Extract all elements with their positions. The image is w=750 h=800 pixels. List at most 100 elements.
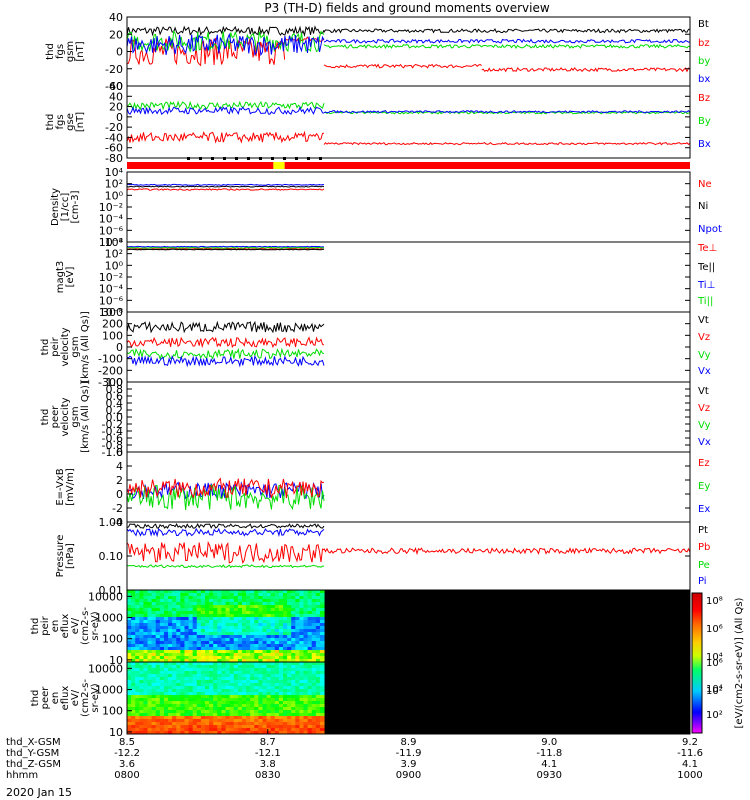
spectrogram-cell (168, 671, 173, 675)
y-tick-label: 0 (116, 341, 123, 354)
spectrogram-cell (147, 683, 153, 687)
spectrogram-cell (172, 635, 177, 639)
spectrogram-cell (139, 707, 144, 711)
spectrogram-cell (176, 638, 181, 642)
spectrogram-cell (184, 677, 190, 681)
spectrogram-cell (299, 632, 305, 636)
spectrogram-cell (270, 716, 276, 720)
spectrogram-cell (221, 662, 227, 666)
spectrogram-cell (221, 716, 227, 720)
spectrogram-cell (287, 692, 292, 696)
spectrogram-cell (278, 608, 284, 612)
spectrogram-cell (270, 632, 276, 636)
spectrogram-cell (143, 653, 149, 657)
spectrogram-cell (155, 695, 161, 699)
time-axis-row-label: hhmm (6, 770, 38, 781)
y-axis-label-line: thd (30, 690, 41, 707)
spectrogram-cell (287, 638, 292, 642)
spectrogram-cell (278, 599, 284, 603)
spectrogram-cell (209, 680, 214, 684)
spectrogram-cell (176, 590, 181, 594)
spectrogram-cell (225, 692, 231, 696)
spectrogram-cell (159, 605, 165, 609)
spectrogram-cell (262, 713, 268, 717)
spectrogram-cell (184, 692, 190, 696)
spectrogram-cell (139, 662, 144, 666)
spectrogram-cell (229, 692, 235, 696)
spectrogram-cell (151, 722, 157, 726)
time-axis-value: 0830 (255, 770, 280, 781)
spectrogram-cell (143, 593, 149, 597)
spectrogram-cell (217, 599, 222, 603)
spectrogram-cell (221, 650, 227, 654)
spectrogram-cell (163, 683, 169, 687)
spectrogram-cell (246, 647, 251, 651)
spectrogram-cell (159, 710, 165, 714)
spectrogram-cell (282, 599, 288, 603)
spectrogram-cell (192, 590, 198, 594)
spectrogram-cell (319, 599, 325, 603)
y-tick-label: 0.2 (106, 404, 124, 417)
spectrogram-cell (155, 602, 161, 606)
spectrogram-cell (159, 662, 165, 666)
spectrogram-cell (225, 680, 231, 684)
spectrogram-cell (262, 659, 268, 663)
spectrogram-cell (282, 665, 288, 669)
legend-entry: Pt (698, 525, 708, 536)
spectrogram-cell (176, 620, 181, 624)
spectrogram-cell (135, 731, 140, 735)
spectrogram-cell (299, 722, 305, 726)
spectrogram-cell (303, 590, 309, 594)
spectrogram-cell (319, 620, 325, 624)
spectrogram-cell (221, 599, 227, 603)
spectrogram-cell (151, 728, 157, 732)
spectrogram-cell (311, 632, 317, 636)
spectrogram-cell (319, 662, 325, 666)
spectrogram-cell (131, 692, 136, 696)
spectrogram-cell (258, 638, 263, 642)
spectrogram-cell (266, 617, 272, 621)
series-line (323, 141, 691, 146)
spectrogram-cell (282, 638, 288, 642)
spectrogram-cell (155, 650, 161, 654)
spectrogram-cell (159, 704, 165, 708)
spectrogram-cell (319, 608, 325, 612)
spectrogram-cell (315, 695, 321, 699)
spectrogram-cell (209, 623, 214, 627)
spectrogram-cell (299, 707, 305, 711)
mode-bar-marker (235, 157, 238, 160)
spectrogram-cell (213, 683, 218, 687)
spectrogram-cell (287, 716, 292, 720)
spectrogram-cell (241, 617, 247, 621)
spectrogram-cell (151, 602, 157, 606)
spectrogram-cell (143, 620, 149, 624)
spectrogram-cell (184, 707, 190, 711)
spectrogram-cell (180, 593, 185, 597)
spectrogram-cell (319, 686, 325, 690)
y-tick-label: 10⁻⁸ (99, 236, 124, 249)
spectrogram-cell (184, 638, 190, 642)
spectrogram-cell (270, 671, 276, 675)
spectrogram-cell (188, 725, 194, 729)
spectrogram-cell (155, 635, 161, 639)
legend-entry: bz (698, 38, 710, 49)
spectrogram-cell (155, 605, 161, 609)
spectrogram-cell (172, 605, 177, 609)
spectrogram-cell (139, 614, 144, 618)
spectrogram-cell (287, 608, 292, 612)
spectrogram-cell (213, 671, 218, 675)
spectrogram-cell (209, 611, 214, 615)
spectrogram-cell (282, 707, 288, 711)
spectrogram-cell (163, 686, 169, 690)
spectrogram-cell (225, 650, 231, 654)
spectrogram-cell (246, 605, 251, 609)
spectrogram-cell (176, 629, 181, 633)
spectrogram-cell (233, 689, 239, 693)
spectrogram-cell (315, 626, 321, 630)
spectrogram-cell (307, 590, 313, 594)
spectrogram-cell (196, 605, 202, 609)
y-tick-label: -1.0 (102, 446, 123, 459)
time-axis-value: -12.2 (114, 748, 140, 759)
spectrogram-cell (278, 665, 284, 669)
y-tick-label: 10⁰ (105, 259, 124, 272)
